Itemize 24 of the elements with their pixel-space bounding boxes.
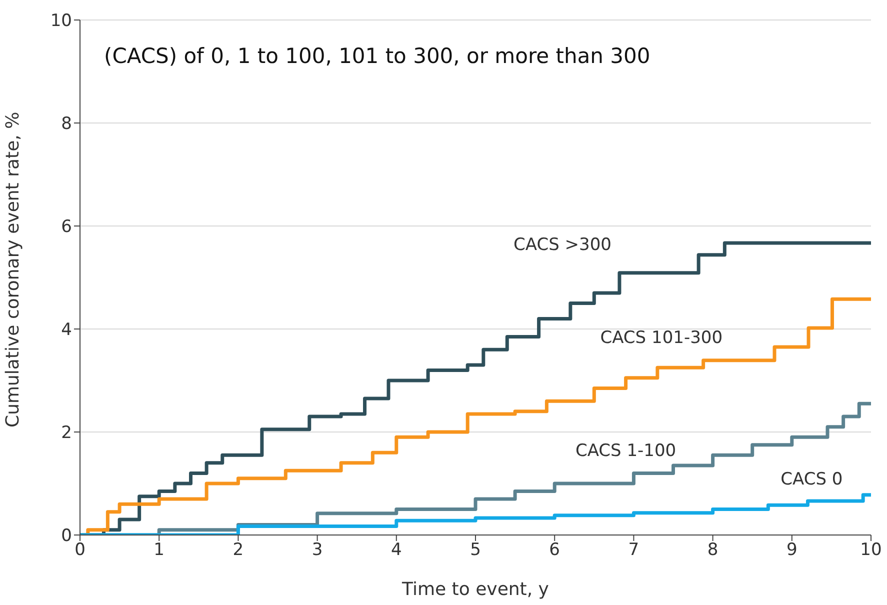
x-tick-label: 3 xyxy=(312,540,323,560)
series-label: CACS 1-100 xyxy=(575,441,676,462)
x-tick-label: 5 xyxy=(470,540,481,560)
x-tick-label: 9 xyxy=(786,540,798,560)
x-tick-label: 0 xyxy=(74,540,86,560)
x-tick-label: 7 xyxy=(628,540,640,560)
x-tick-label: 8 xyxy=(707,540,718,560)
x-tick-label: 6 xyxy=(549,540,560,560)
series-label: CACS 101-300 xyxy=(600,328,723,348)
y-tick-label: 6 xyxy=(61,217,72,238)
series-label: CACS >300 xyxy=(514,235,612,256)
x-tick-label: 1 xyxy=(154,540,165,560)
y-axis-title: Cumulative coronary event rate, % xyxy=(2,112,24,428)
text: (CACS) of 0, 1 to 100, 101 to 300, or more than 300 xyxy=(104,44,650,68)
y-tick-label: 8 xyxy=(61,114,72,134)
x-tick-label: 10 xyxy=(860,540,882,560)
y-tick-label: 4 xyxy=(61,320,72,340)
y-tick-label: 0 xyxy=(61,526,72,546)
x-axis-title: Time to event, y xyxy=(401,579,550,600)
series-label: CACS 0 xyxy=(780,469,843,490)
y-tick-label: 2 xyxy=(61,423,72,444)
x-tick-label: 4 xyxy=(390,540,402,560)
x-tick-label: 2 xyxy=(232,540,244,560)
y-tick-label: 10 xyxy=(50,11,72,32)
